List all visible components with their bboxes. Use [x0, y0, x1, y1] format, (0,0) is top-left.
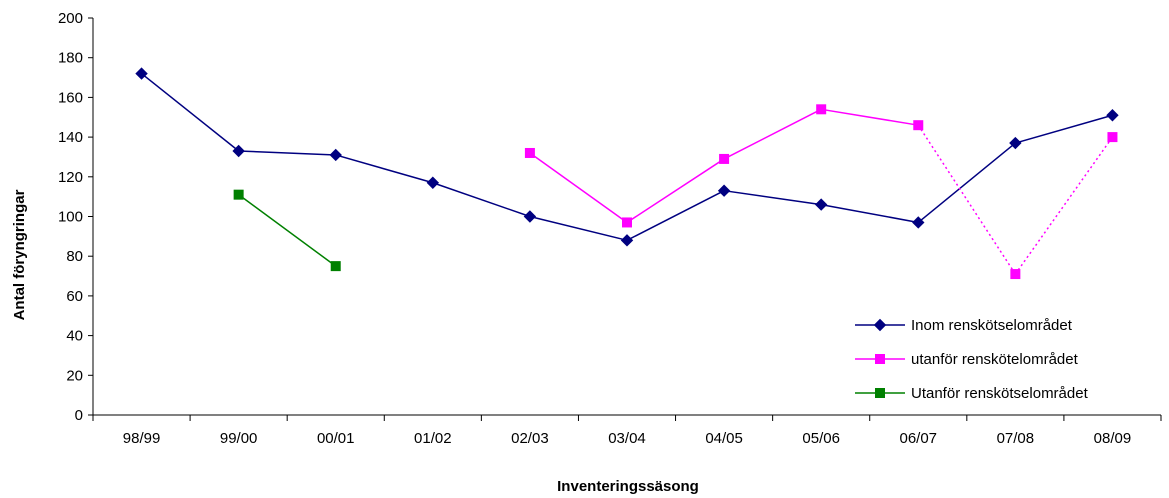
- data-point: [523, 210, 537, 223]
- series-line-segment: [626, 190, 725, 241]
- y-tick-label: 120: [58, 169, 83, 186]
- series-line-segment: [238, 194, 337, 267]
- data-point: [1009, 136, 1022, 150]
- legend-marker: [873, 318, 887, 332]
- series-line-segment: [626, 158, 725, 224]
- y-tick-label: 80: [66, 248, 83, 265]
- legend: Inom renskötselområdet utanför renskötelo…: [846, 307, 1165, 413]
- data-point: [913, 120, 924, 131]
- legend-label: utanför renskötelområdet: [911, 351, 1079, 368]
- y-axis-ticks: 0 20 40 60 80 100 120 140 160 180 200: [58, 10, 93, 424]
- series-line-segment: [821, 108, 919, 126]
- y-tick-label: 60: [66, 288, 83, 305]
- data-point: [330, 261, 341, 272]
- x-axis-ticks: 98/99 99/00 00/01 01/02 02/03 03/04 04/05 05/06…: [92, 415, 1162, 447]
- x-tick-label: 00/01: [317, 430, 355, 447]
- y-tick-label: 160: [58, 89, 83, 106]
- x-axis-title: Inventeringssäsong: [557, 478, 699, 495]
- y-tick-label: 0: [75, 407, 83, 424]
- legend-label: Inom renskötselområdet: [911, 317, 1073, 334]
- y-tick-label: 180: [58, 50, 83, 67]
- x-tick-label: 01/02: [414, 430, 452, 447]
- x-tick-label: 04/05: [705, 430, 743, 447]
- legend-marker: [875, 388, 885, 398]
- series-line-segment: [141, 72, 240, 152]
- series-line-segment: [917, 124, 1016, 275]
- series-line-segment: [917, 142, 1016, 224]
- data-point: [233, 189, 244, 200]
- data-point: [329, 148, 342, 162]
- y-tick-label: 140: [58, 129, 83, 146]
- data-point: [135, 67, 148, 80]
- axes: 0 20 40 60 80 100 120 140 160 180 200 98/99 99/00 00…: [58, 10, 1162, 447]
- legend-marker: [875, 354, 885, 364]
- x-tick-label: 99/00: [220, 430, 258, 447]
- data-point: [912, 216, 925, 229]
- series-line-segment: [1014, 136, 1114, 275]
- data-point: [622, 217, 632, 228]
- series-layer: [135, 67, 1119, 280]
- data-point: [426, 176, 440, 189]
- series-3: [233, 189, 341, 272]
- data-point: [232, 144, 245, 158]
- series-line-segment: [723, 189, 822, 206]
- x-tick-label: 06/07: [899, 430, 937, 447]
- y-axis-title: Antal föryngringar: [11, 189, 28, 320]
- data-point: [1107, 132, 1118, 143]
- y-tick-label: 100: [58, 209, 83, 226]
- y-tick-label: 20: [66, 367, 83, 384]
- series-line-segment: [723, 108, 822, 160]
- series-1: [135, 67, 1119, 247]
- x-tick-label: 05/06: [802, 430, 840, 447]
- data-point: [1010, 269, 1021, 280]
- data-point: [719, 153, 730, 164]
- x-tick-label: 02/03: [511, 430, 549, 447]
- series-line-segment: [335, 154, 434, 184]
- y-tick-label: 40: [66, 328, 83, 345]
- series-line-segment: [821, 203, 919, 224]
- data-point: [717, 184, 731, 197]
- series-line-segment: [238, 150, 336, 156]
- x-tick-label: 08/09: [1094, 430, 1132, 447]
- series-line-segment: [432, 182, 531, 218]
- series-2: [524, 104, 1118, 280]
- y-tick-label: 200: [58, 10, 83, 27]
- x-tick-label: 07/08: [997, 430, 1035, 447]
- series-line-segment: [529, 152, 628, 224]
- x-tick-label: 98/99: [123, 430, 161, 447]
- data-point: [1106, 109, 1119, 122]
- data-point: [814, 198, 828, 211]
- series-line-segment: [1015, 114, 1113, 144]
- x-tick-label: 03/04: [608, 430, 646, 447]
- data-point: [524, 147, 535, 158]
- data-point: [620, 234, 634, 247]
- data-point: [816, 104, 827, 115]
- legend-label: Utanför renskötselområdet: [911, 385, 1089, 402]
- series-line-segment: [529, 215, 628, 242]
